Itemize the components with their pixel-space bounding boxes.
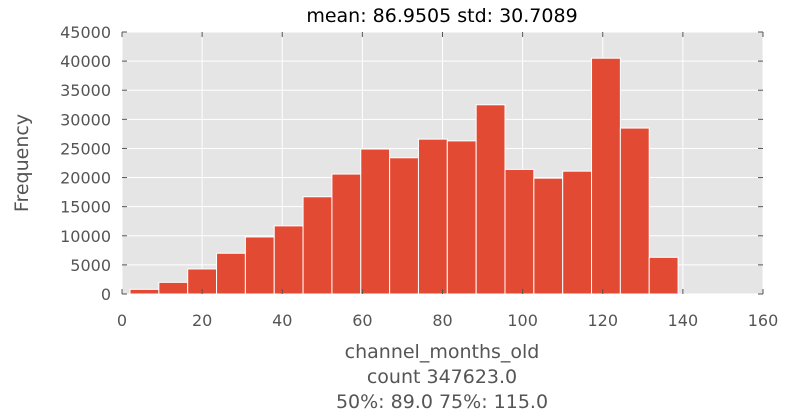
histogram-bars bbox=[129, 57, 679, 295]
y-tick-label: 20000 bbox=[60, 169, 111, 188]
y-tick-label: 40000 bbox=[60, 52, 111, 71]
y-tick-label: 30000 bbox=[60, 110, 111, 129]
histogram-bar bbox=[475, 104, 506, 295]
histogram-bar bbox=[360, 148, 391, 295]
x-tick-label: 0 bbox=[117, 311, 127, 330]
x-tick-label: 100 bbox=[507, 311, 538, 330]
histogram-bar bbox=[389, 157, 419, 295]
x-tick-label: 80 bbox=[432, 311, 452, 330]
histogram-bar bbox=[158, 281, 189, 295]
y-tick-label: 25000 bbox=[60, 139, 111, 158]
axis-ticks: 0 20 40 60 80 100 120 140 160 0 5000 10000 15000 2000… bbox=[60, 23, 778, 330]
histogram-bar bbox=[533, 177, 564, 295]
count-label: count 347623.0 bbox=[367, 366, 517, 388]
x-tick-label: 20 bbox=[192, 311, 212, 330]
histogram-bar bbox=[244, 236, 275, 295]
x-axis-label: channel_months_old bbox=[345, 341, 540, 363]
y-tick-label: 0 bbox=[101, 285, 111, 304]
histogram-bar bbox=[302, 196, 333, 295]
y-tick-label: 45000 bbox=[60, 23, 111, 42]
y-tick-label: 15000 bbox=[60, 198, 111, 217]
x-tick-label: 140 bbox=[668, 311, 699, 330]
x-tick-label: 120 bbox=[587, 311, 618, 330]
percentile-label: 50%: 89.0 75%: 115.0 bbox=[336, 391, 548, 413]
histogram-bar bbox=[591, 57, 621, 295]
y-tick-label: 35000 bbox=[60, 81, 111, 100]
histogram-bar bbox=[504, 168, 535, 295]
histogram-bar bbox=[648, 256, 679, 295]
histogram-bar bbox=[446, 140, 477, 295]
x-tick-label: 40 bbox=[272, 311, 292, 330]
y-tick-label: 5000 bbox=[70, 256, 111, 275]
x-tick-label: 160 bbox=[748, 311, 779, 330]
y-axis-label: Frequency bbox=[11, 114, 33, 212]
histogram-bar bbox=[619, 127, 650, 295]
histogram-bar bbox=[216, 252, 246, 295]
chart-title: mean: 86.9505 std: 30.7089 bbox=[306, 5, 577, 27]
histogram-bar bbox=[417, 138, 448, 295]
y-tick-label: 10000 bbox=[60, 227, 111, 246]
x-tick-label: 60 bbox=[352, 311, 372, 330]
histogram-bar bbox=[129, 288, 160, 295]
histogram-bar bbox=[331, 173, 362, 295]
histogram-bar bbox=[273, 225, 304, 295]
histogram-bar bbox=[562, 170, 593, 295]
